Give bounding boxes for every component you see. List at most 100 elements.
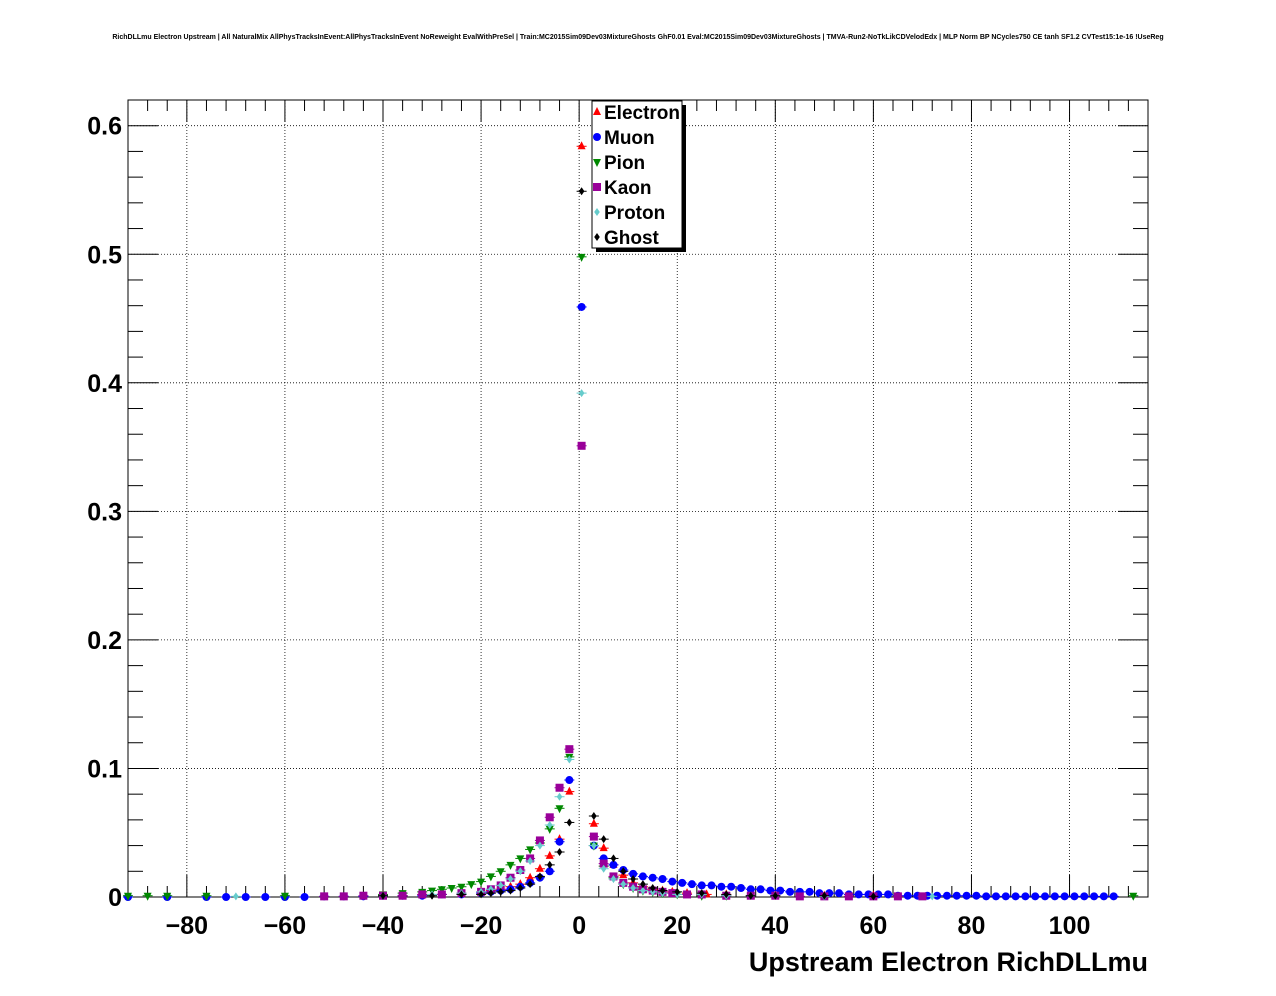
- muon-point: [697, 881, 706, 890]
- muon-point: [687, 880, 696, 889]
- muon-point: [565, 776, 574, 785]
- ghost-point: [566, 818, 573, 827]
- muon-point: [746, 885, 755, 894]
- muon-point: [261, 893, 270, 901]
- kaon-point: [668, 889, 677, 898]
- kaon-point: [844, 892, 853, 901]
- x-tick-label: 80: [958, 912, 986, 940]
- muon-point: [854, 890, 863, 899]
- proton-point: [517, 867, 524, 876]
- proton-point: [556, 792, 563, 801]
- axes: −80 −60 −40 −20 0 20 40 60 80 100 0 0.1 0.2 0.3 0.4 0.5…: [87, 99, 1149, 940]
- legend-label-kaon: Kaon: [604, 178, 652, 199]
- proton-point: [630, 884, 636, 893]
- kaon-point: [589, 832, 598, 841]
- proton-point: [620, 880, 627, 889]
- ghost-point: [591, 812, 597, 821]
- muon-point: [903, 891, 912, 900]
- x-tick-label: −20: [460, 912, 502, 940]
- y-tick-label: 0.2: [87, 627, 122, 655]
- y-tick-label: 0.1: [87, 755, 122, 783]
- ghost-point: [640, 880, 646, 889]
- muon-point: [300, 893, 309, 901]
- legend-label-ghost: Ghost: [604, 228, 660, 249]
- muon-point: [933, 891, 942, 900]
- muon-point: [678, 878, 687, 887]
- electron-point: [545, 850, 554, 859]
- pion-point: [124, 892, 132, 901]
- muon-point: [835, 889, 844, 898]
- muon-point: [1070, 892, 1079, 901]
- legend: Electron Muon Pion Kaon Proton Ghost: [591, 100, 686, 252]
- muon-point: [884, 890, 893, 899]
- kaon-point: [918, 892, 927, 901]
- proton-point: [578, 389, 585, 398]
- muon-point: [952, 891, 961, 900]
- proton-point: [600, 864, 607, 873]
- pion-point: [506, 861, 515, 870]
- electron-point: [535, 863, 544, 872]
- data-markers: [123, 141, 1139, 901]
- ghost-point: [497, 887, 504, 896]
- pion-point: [280, 892, 289, 901]
- pion-point: [143, 892, 152, 901]
- muon-point: [1099, 892, 1108, 901]
- legend-label-pion: Pion: [604, 153, 645, 174]
- legend-label-proton: Proton: [604, 203, 665, 224]
- kaon-point: [535, 836, 544, 845]
- muon-point: [717, 882, 726, 891]
- muon-point: [648, 873, 657, 882]
- muon-point: [707, 881, 716, 890]
- muon-point: [577, 302, 586, 311]
- proton-point: [591, 841, 597, 850]
- pion-point: [516, 855, 525, 864]
- chart-title: RichDLLmu Electron Upstream | All Natura…: [112, 34, 1164, 41]
- y-tick-label: 0.4: [87, 370, 122, 398]
- muon-point: [222, 893, 231, 901]
- muon-point: [1041, 892, 1050, 901]
- kaon-point: [795, 892, 804, 901]
- kaon-point: [555, 783, 564, 792]
- x-tick-label: −40: [362, 912, 404, 940]
- ghost-point: [600, 835, 607, 844]
- pion-point: [545, 825, 554, 834]
- y-tick-label: 0.6: [87, 113, 122, 141]
- muon-point: [545, 867, 554, 876]
- proton-point: [610, 875, 617, 884]
- ghost-point: [488, 889, 494, 898]
- ghost-point: [458, 890, 465, 899]
- kaon-point: [320, 892, 329, 901]
- kaon-point: [577, 441, 586, 450]
- muon-point: [658, 875, 667, 884]
- electron-point: [577, 141, 586, 150]
- muon-point: [805, 887, 814, 896]
- ghost-point: [517, 884, 524, 893]
- x-tick-label: −60: [264, 912, 306, 940]
- ghost-point: [747, 891, 754, 900]
- ghost-point: [556, 848, 563, 857]
- pion-point: [447, 885, 456, 894]
- muon-point: [982, 892, 991, 901]
- ghost-point: [723, 890, 730, 899]
- kaon-point: [339, 892, 348, 901]
- legend-label-muon: Muon: [604, 128, 655, 149]
- muon-point: [1050, 892, 1059, 901]
- x-axis-title: Upstream Electron RichDLLmu: [749, 947, 1148, 977]
- muon-point: [668, 877, 677, 886]
- proton-point: [497, 881, 504, 890]
- pion-point: [555, 805, 564, 814]
- muon-point: [609, 860, 618, 869]
- pion-point: [163, 892, 172, 901]
- ghost-point: [578, 187, 585, 196]
- y-tick-label: 0: [108, 884, 122, 912]
- muon-point: [991, 892, 1000, 901]
- pion-point: [467, 881, 476, 890]
- proton-point: [566, 755, 573, 764]
- proton-point: [640, 886, 646, 895]
- ghost-series: [378, 187, 879, 901]
- legend-marker-pion: [593, 159, 601, 167]
- pion-point: [202, 892, 211, 901]
- proton-point: [527, 857, 533, 866]
- x-tick-label: 40: [761, 912, 789, 940]
